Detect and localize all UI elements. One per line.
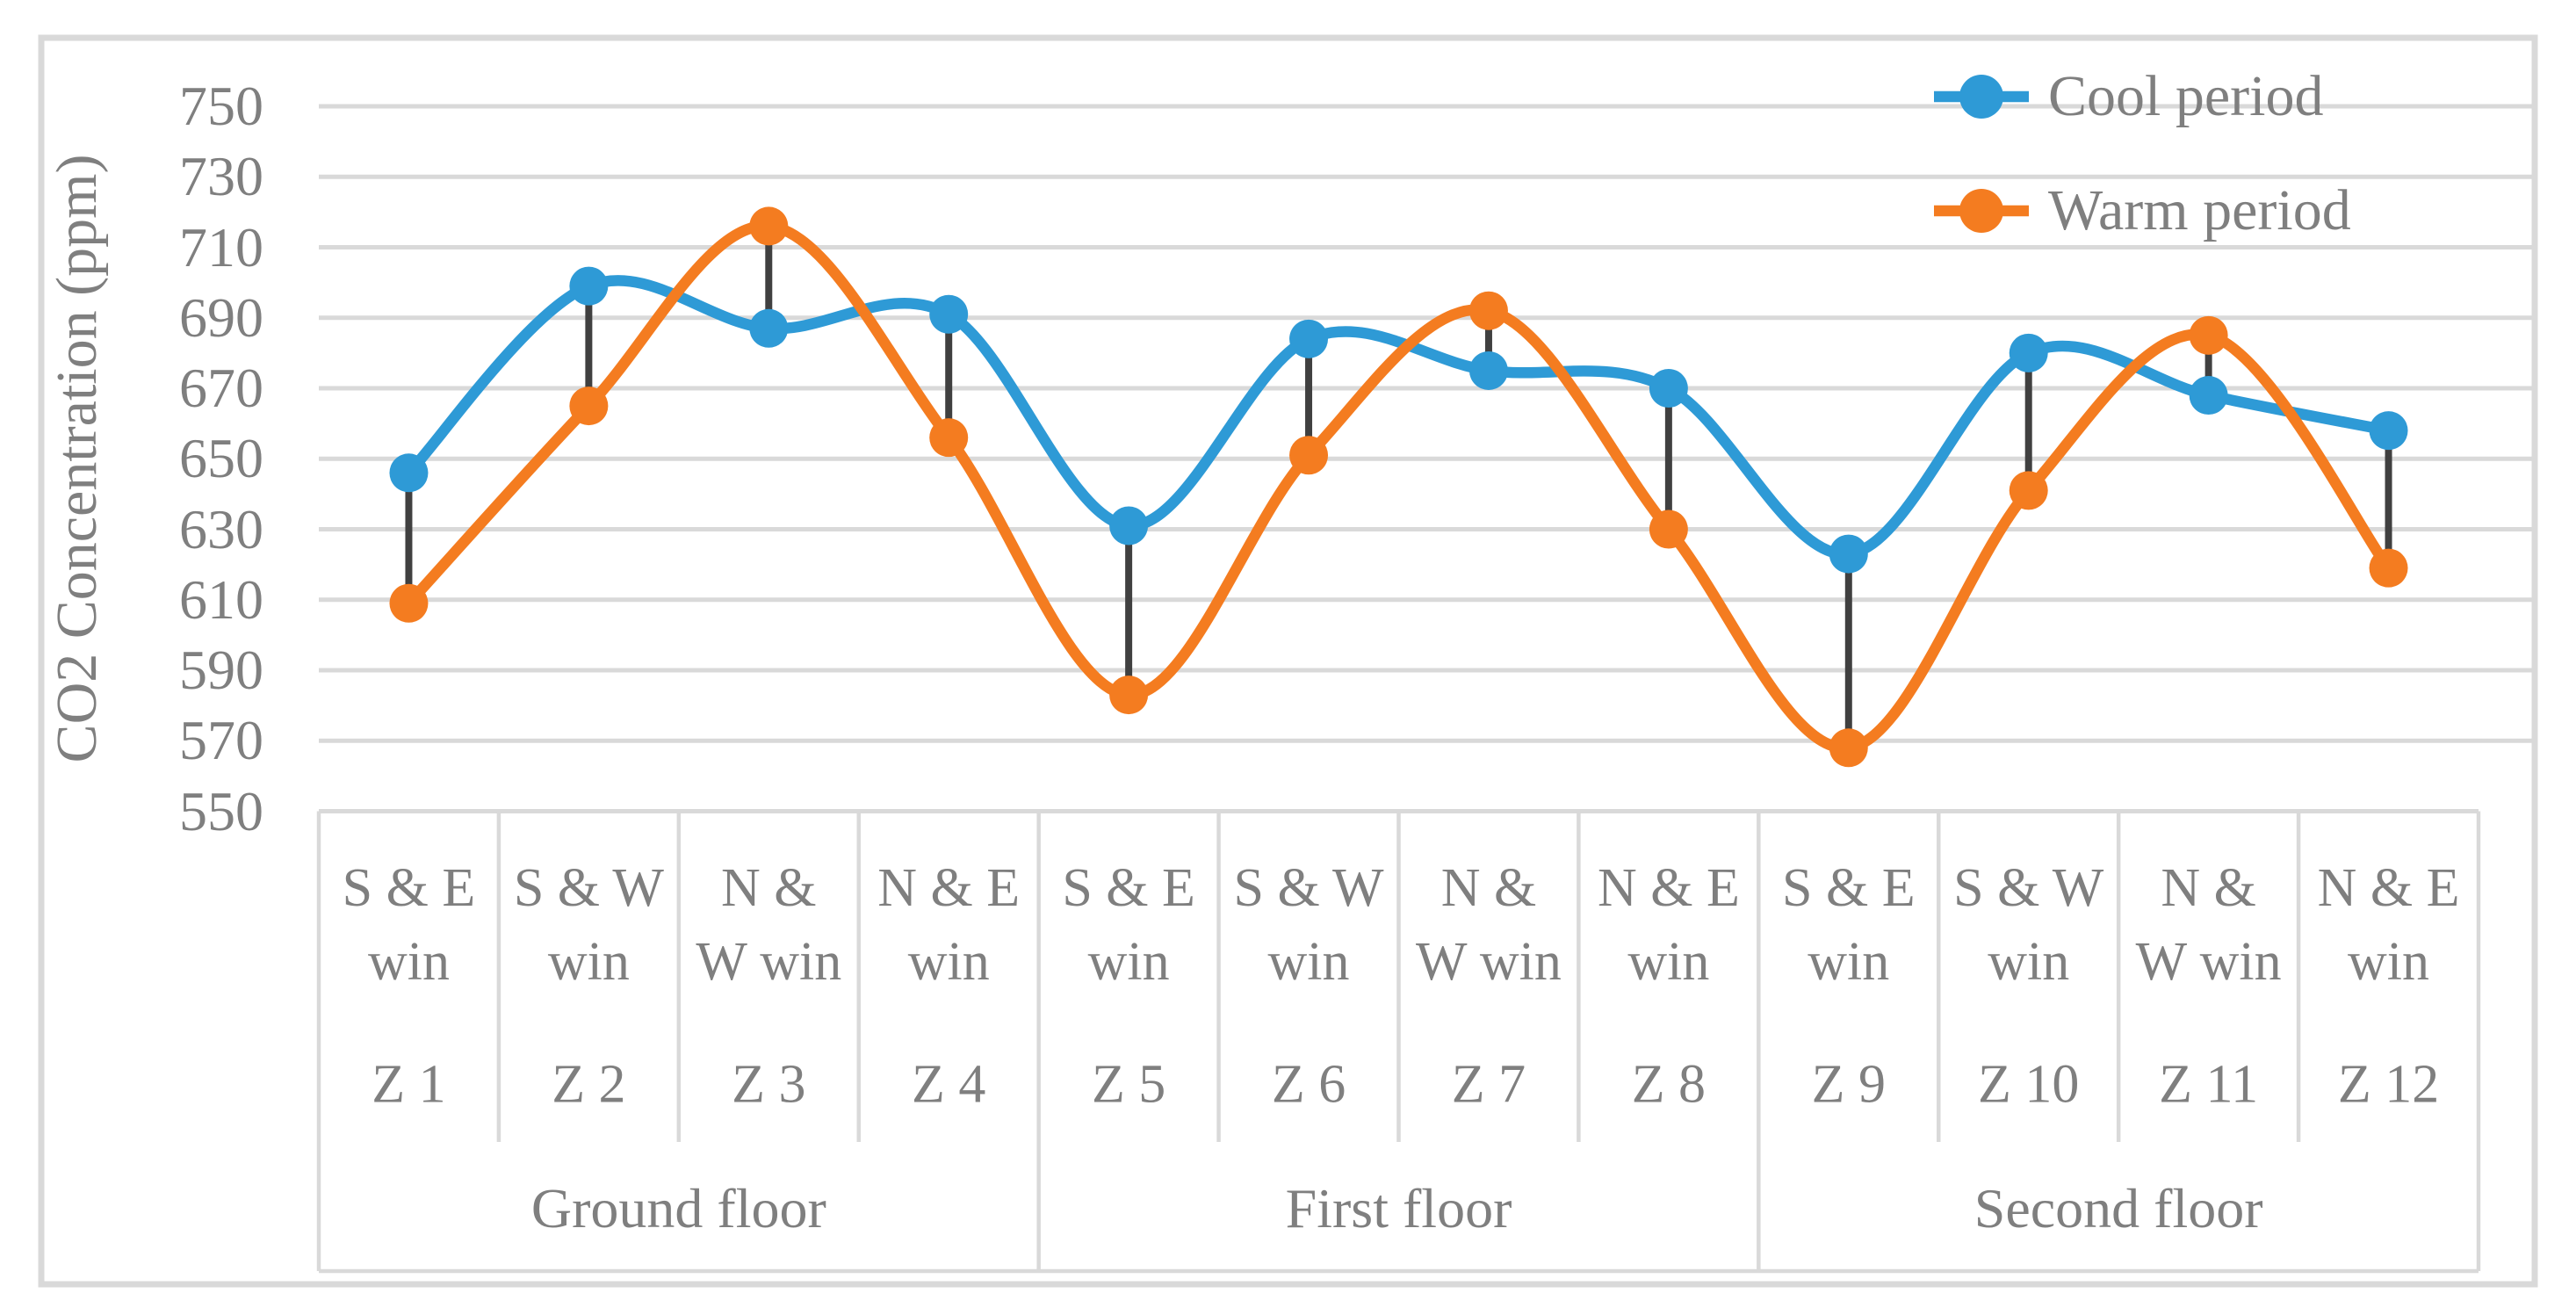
window-label-line1: S & E (1781, 857, 1916, 918)
zone-label: Z 7 (1451, 1054, 1526, 1115)
data-point-marker (569, 387, 609, 426)
window-label-line2: win (1627, 931, 1710, 992)
data-point-marker (1829, 534, 1868, 574)
y-tick-label: 590 (179, 639, 263, 701)
data-point-marker (1468, 291, 1508, 330)
zone-label: Z 5 (1091, 1054, 1166, 1115)
window-label: N & W win (1399, 851, 1579, 999)
zone-label: Z 4 (912, 1054, 986, 1115)
floor-label: Second floor (1973, 1176, 2263, 1239)
data-point-marker (2369, 548, 2408, 588)
data-point-marker (2189, 315, 2228, 355)
data-point-marker (1289, 436, 1329, 475)
data-point-marker (1468, 350, 1508, 390)
y-tick-label: 550 (179, 779, 263, 842)
zone-label: Z 9 (1811, 1054, 1886, 1115)
window-label: N & E win (2298, 851, 2479, 999)
legend-label: Cool period (2048, 64, 2324, 128)
window-label-line2: W win (2135, 931, 2282, 992)
window-label-line2: win (2348, 931, 2430, 992)
y-tick-label: 570 (179, 709, 263, 772)
legend-marker-swatch (1959, 189, 2003, 233)
data-point-marker (749, 308, 789, 348)
y-tick-label: 710 (179, 215, 263, 278)
window-label-line2: win (907, 931, 990, 992)
data-point-marker (929, 418, 969, 458)
data-point-marker (2369, 411, 2408, 451)
y-tick-label: 630 (179, 497, 263, 560)
data-point-marker (2189, 376, 2228, 415)
window-label-line2: W win (696, 931, 842, 992)
window-label: S & W win (1219, 851, 1399, 999)
window-label-line1: N & (1440, 857, 1537, 918)
data-point-marker (1109, 506, 1149, 546)
window-label: S & E win (1039, 851, 1219, 999)
window-label-line1: N & (2161, 857, 2256, 918)
zone-label: Z 3 (732, 1054, 806, 1115)
y-tick-label: 750 (179, 75, 263, 137)
data-point-marker (929, 294, 969, 334)
y-tick-label: 610 (179, 567, 263, 631)
data-point-marker (1649, 509, 1688, 549)
legend-label: Warm period (2048, 178, 2351, 242)
zone-label: Z 8 (1631, 1054, 1707, 1115)
zone-label: Z 11 (2159, 1054, 2259, 1115)
y-tick-label: 670 (179, 357, 263, 419)
window-label-line1: N & E (1597, 857, 1740, 918)
window-label-line2: win (1808, 931, 1890, 992)
window-label-line2: win (1988, 931, 2070, 992)
zone-label: Z 12 (2337, 1054, 2440, 1115)
data-point-marker (2009, 471, 2048, 510)
window-label-line1: S & W (1953, 857, 2104, 918)
figure-border (38, 34, 2538, 1288)
data-point-marker (389, 453, 429, 493)
data-point-marker (389, 583, 429, 623)
y-tick-label: 730 (179, 145, 263, 208)
data-point-marker (569, 266, 609, 306)
window-label-line1: N & (721, 857, 817, 918)
zone-label: Z 1 (372, 1054, 446, 1115)
zone-label: Z 2 (552, 1054, 626, 1115)
legend-marker-swatch (1959, 75, 2003, 119)
data-point-marker (1289, 319, 1329, 358)
y-tick-label: 690 (179, 285, 263, 349)
window-label: N & E win (1578, 851, 1758, 999)
data-point-marker (2009, 333, 2048, 372)
data-point-marker (1109, 676, 1149, 715)
window-label-line2: win (367, 931, 450, 992)
window-label: N & W win (2118, 851, 2298, 999)
window-label-line1: S & E (1062, 857, 1195, 918)
y-axis-title: CO2 Concentration (ppm) (45, 154, 109, 763)
data-point-marker (1829, 728, 1868, 768)
data-point-marker (749, 206, 789, 246)
window-label: S & E win (1758, 851, 1938, 999)
window-label-line2: win (547, 931, 630, 992)
window-label-line1: S & W (513, 857, 664, 918)
window-label: N & W win (679, 851, 859, 999)
zone-label: Z 10 (1978, 1054, 2080, 1115)
zone-label: Z 6 (1271, 1054, 1346, 1115)
window-label-line1: N & E (2317, 857, 2460, 918)
window-label: S & W win (499, 851, 679, 999)
window-label-line2: win (1087, 931, 1170, 992)
window-label-line1: S & E (342, 857, 476, 918)
window-label-line2: win (1267, 931, 1350, 992)
y-tick-label: 650 (179, 427, 263, 490)
window-label-line2: W win (1416, 931, 1562, 992)
window-label: N & E win (859, 851, 1039, 999)
floor-label: First floor (1285, 1176, 1512, 1239)
data-point-marker (1649, 369, 1688, 408)
window-label-line1: S & W (1233, 857, 1384, 918)
window-label: S & E win (319, 851, 499, 999)
window-label-line1: N & E (877, 857, 1021, 918)
window-label: S & W win (1938, 851, 2118, 999)
floor-label: Ground floor (530, 1176, 826, 1239)
